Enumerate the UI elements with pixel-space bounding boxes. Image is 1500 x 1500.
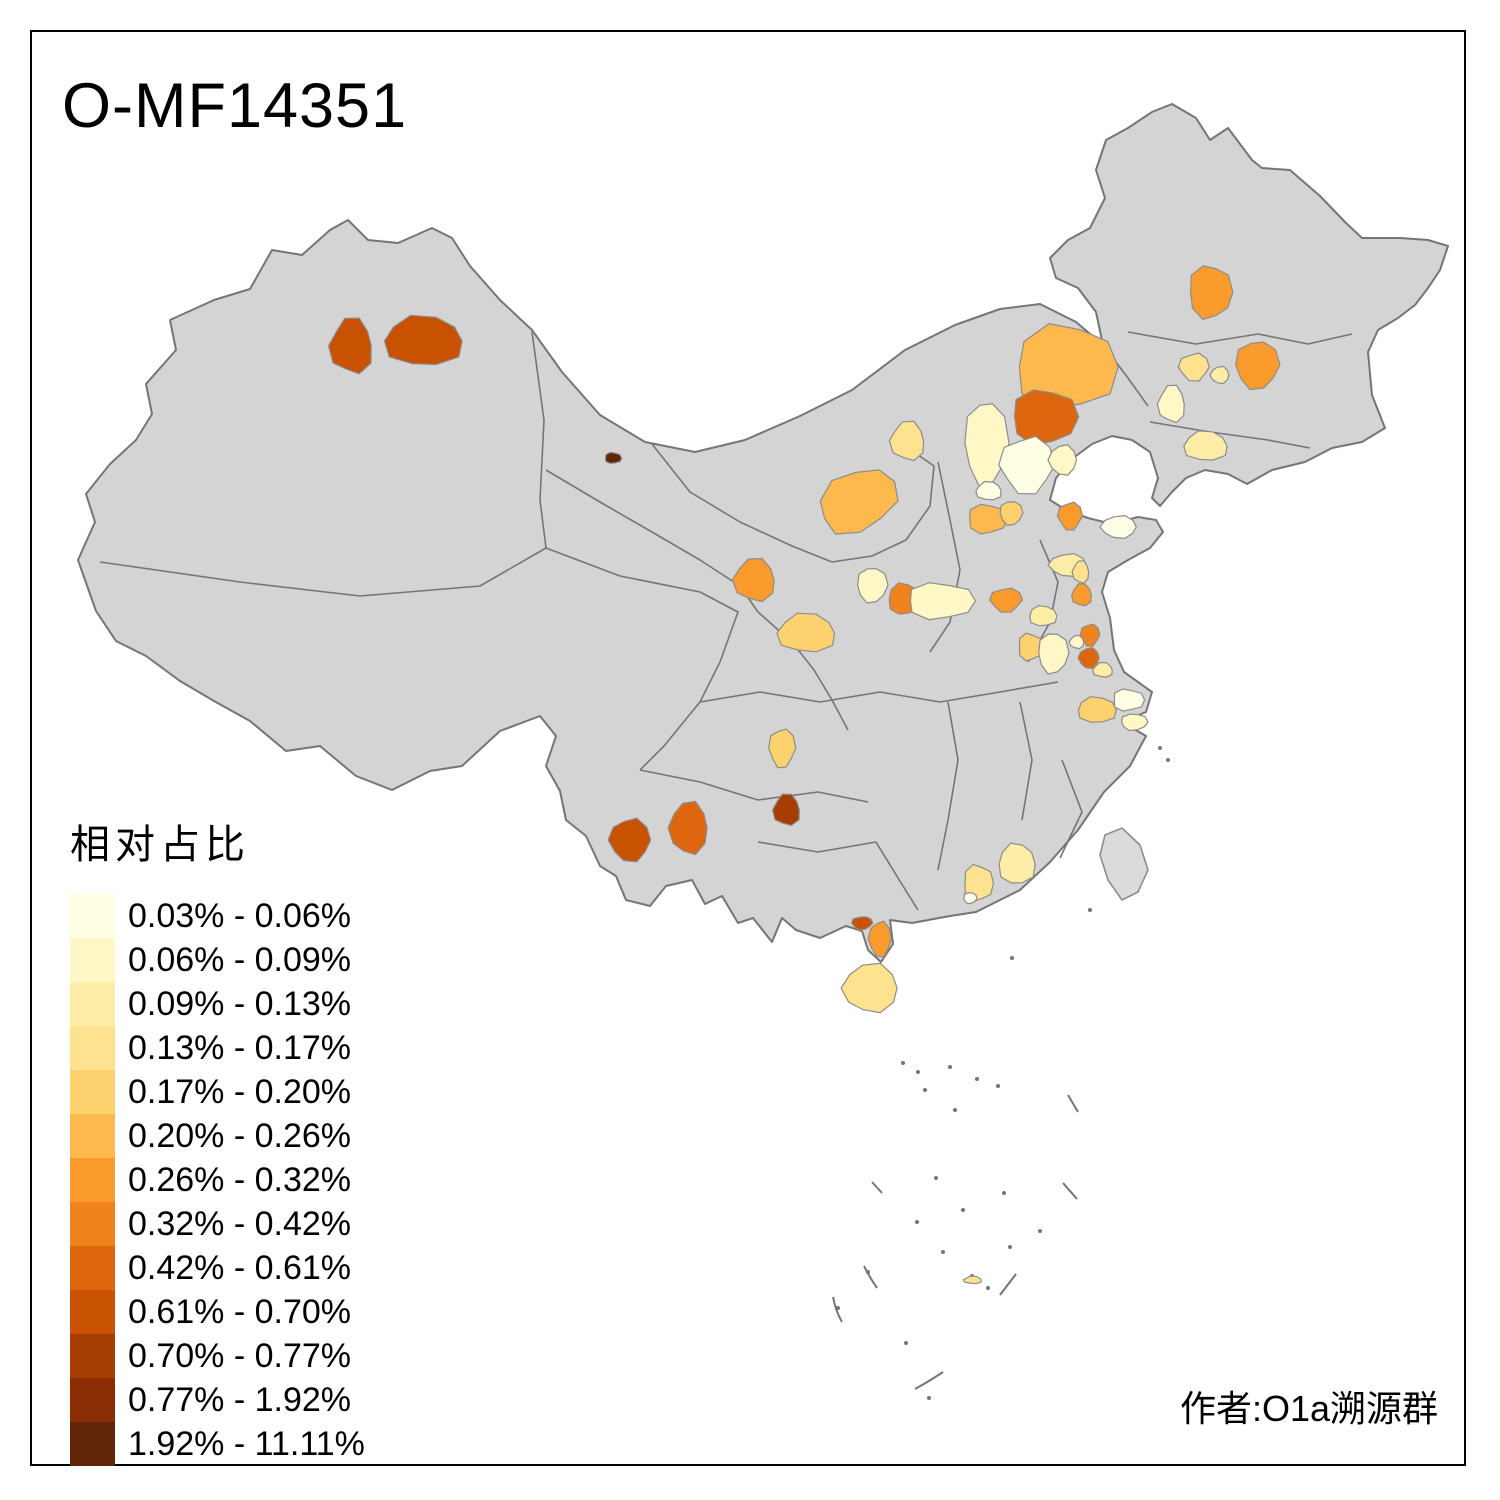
legend-label: 0.42% - 0.61% — [128, 1249, 352, 1287]
map-region — [964, 403, 1010, 487]
legend-label: 0.13% - 0.17% — [128, 1029, 352, 1067]
legend-item: 0.26% - 0.32% — [70, 1158, 365, 1202]
legend-label: 0.09% - 0.13% — [128, 985, 352, 1023]
sea-dash-lines — [832, 1094, 1079, 1390]
legend-swatch — [70, 1334, 115, 1378]
legend-item: 0.61% - 0.70% — [70, 1290, 365, 1334]
legend-item: 1.92% - 11.11% — [70, 1422, 365, 1466]
map-region — [840, 962, 898, 1014]
legend-rows: 0.03% - 0.06% 0.06% - 0.09% 0.09% - 0.13… — [70, 894, 365, 1466]
legend-swatch — [70, 1158, 115, 1202]
legend-item: 0.13% - 0.17% — [70, 1026, 365, 1070]
map-region — [888, 420, 925, 462]
legend-item: 0.70% - 0.77% — [70, 1334, 365, 1378]
legend-swatch — [70, 1070, 115, 1114]
map-region — [850, 916, 874, 931]
map-region — [1079, 623, 1101, 647]
legend-item: 0.20% - 0.26% — [70, 1114, 365, 1158]
legend-label: 0.20% - 0.26% — [128, 1117, 352, 1155]
legend-swatch — [70, 1114, 115, 1158]
map-region — [819, 469, 899, 535]
map-region — [998, 842, 1036, 884]
map-region — [1013, 389, 1080, 446]
map-region — [1038, 633, 1070, 675]
map-region — [1018, 632, 1044, 662]
map-region — [1189, 265, 1234, 321]
map-region — [1156, 384, 1185, 424]
legend-swatch — [70, 938, 115, 982]
map-region — [607, 817, 652, 863]
legend-item: 0.03% - 0.06% — [70, 894, 365, 938]
author-credit: 作者:O1a溯源群 — [1179, 1388, 1438, 1429]
map-region — [604, 451, 623, 465]
map-region — [776, 612, 836, 653]
legend-swatch — [70, 1290, 115, 1334]
legend-swatch — [70, 1378, 115, 1422]
map-region — [1047, 444, 1078, 476]
map-region — [1071, 560, 1090, 584]
map-region — [667, 800, 708, 856]
legend-swatch — [70, 982, 115, 1026]
legend-item: 0.06% - 0.09% — [70, 938, 365, 982]
map-region — [1077, 646, 1100, 670]
legend-swatch — [70, 1026, 115, 1070]
map-title: O-MF14351 — [62, 71, 408, 141]
map-region — [1070, 583, 1092, 607]
map-region — [962, 1275, 982, 1285]
legend-item: 0.17% - 0.20% — [70, 1070, 365, 1114]
map-region — [975, 480, 1002, 501]
legend-item: 0.42% - 0.61% — [70, 1246, 365, 1290]
map-region — [1183, 430, 1228, 461]
map-region — [968, 503, 1009, 535]
map-region — [988, 587, 1024, 613]
map-region — [1056, 501, 1084, 531]
legend-item: 0.77% - 1.92% — [70, 1378, 365, 1422]
map-region — [909, 582, 977, 621]
map-region — [1235, 341, 1281, 391]
legend: 相对占比 0.03% - 0.06% 0.06% - 0.09% 0.09% -… — [70, 812, 365, 1466]
legend-label: 0.77% - 1.92% — [128, 1381, 352, 1419]
legend-swatch — [70, 894, 115, 938]
map-region — [771, 793, 801, 827]
map-region — [998, 435, 1056, 495]
legend-label: 0.03% - 0.06% — [128, 897, 352, 935]
taiwan-island — [1099, 827, 1149, 902]
map-region — [964, 863, 995, 903]
map-region — [1029, 604, 1058, 627]
map-region — [383, 314, 463, 366]
legend-label: 0.06% - 0.09% — [128, 941, 352, 979]
map-region — [1077, 696, 1117, 723]
choropleth-regions — [327, 265, 1281, 1285]
legend-item: 0.32% - 0.42% — [70, 1202, 365, 1246]
legend-label: 0.70% - 0.77% — [128, 1337, 352, 1375]
legend-swatch — [70, 1422, 115, 1466]
map-region — [999, 501, 1024, 527]
map-region — [1113, 688, 1146, 712]
map-region — [767, 728, 797, 769]
legend-label: 0.61% - 0.70% — [128, 1293, 352, 1331]
legend-title: 相对占比 — [70, 823, 250, 867]
map-region — [1068, 634, 1085, 650]
map-region — [1177, 352, 1211, 382]
legend-label: 0.32% - 0.42% — [128, 1205, 352, 1243]
map-region — [856, 568, 889, 604]
legend-label: 0.26% - 0.32% — [128, 1161, 352, 1199]
map-region — [1091, 661, 1113, 678]
map-region — [867, 920, 892, 958]
legend-label: 0.17% - 0.20% — [128, 1073, 352, 1111]
legend-label: 1.92% - 11.11% — [128, 1425, 365, 1463]
map-region — [1018, 322, 1119, 410]
legend-swatch — [70, 1202, 115, 1246]
map-region — [1099, 514, 1137, 540]
map-region — [1120, 713, 1149, 732]
legend-swatch — [70, 1246, 115, 1290]
map-region — [327, 317, 372, 375]
map-region — [963, 892, 978, 905]
map-region — [731, 557, 775, 603]
legend-item: 0.09% - 0.13% — [70, 982, 365, 1026]
map-region — [1209, 365, 1230, 385]
